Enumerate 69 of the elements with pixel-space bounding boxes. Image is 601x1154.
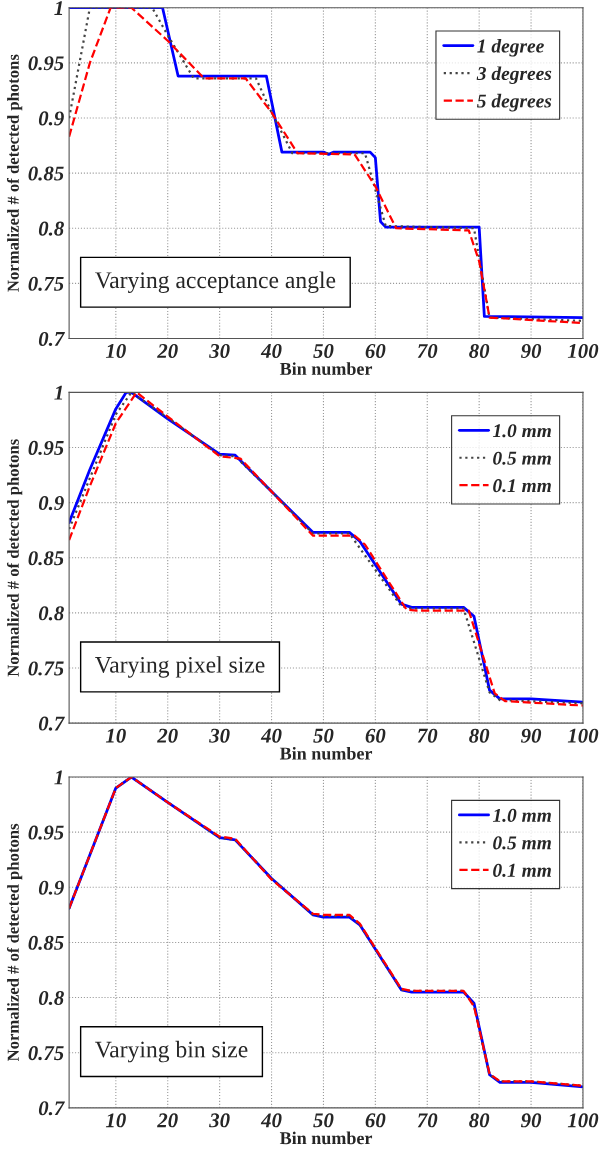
x-tick-label: 70 bbox=[417, 728, 438, 743]
y-tick-label: 0.75 bbox=[28, 661, 64, 676]
x-tick-label: 50 bbox=[313, 1113, 334, 1128]
x-tick-label: 70 bbox=[417, 343, 438, 359]
x-tick-label: 90 bbox=[520, 343, 542, 359]
y-tick-label: 0.8 bbox=[38, 606, 64, 621]
y-tick-label: 0.7 bbox=[38, 1101, 65, 1116]
legend-label: 1 degree bbox=[477, 38, 544, 57]
x-tick-label: 20 bbox=[157, 728, 178, 743]
y-tick-label: 0.7 bbox=[38, 331, 65, 347]
x-tick-label: 80 bbox=[469, 1113, 490, 1128]
x-tick-label: 20 bbox=[157, 343, 178, 359]
x-tick-label: 100 bbox=[567, 728, 599, 743]
x-tick-label: 10 bbox=[105, 1113, 126, 1128]
y-tick-label: 0.9 bbox=[38, 496, 64, 511]
x-tick-label: 30 bbox=[209, 1113, 230, 1128]
x-tick-label: 10 bbox=[105, 343, 126, 359]
y-tick-label: 1 bbox=[54, 1, 63, 15]
x-tick-label: 50 bbox=[313, 343, 334, 359]
x-tick-label: 50 bbox=[313, 728, 334, 743]
x-tick-label: 100 bbox=[567, 343, 599, 359]
x-tick-label: 30 bbox=[209, 728, 230, 743]
x-tick-label: 60 bbox=[365, 728, 386, 743]
y-tick-label: 0.75 bbox=[28, 1046, 64, 1061]
x-tick-label: 90 bbox=[520, 728, 542, 743]
x-axis-title: Bin number bbox=[279, 746, 373, 760]
x-axis-title: Bin number bbox=[279, 362, 373, 376]
legend-label: 0.5 mm bbox=[493, 451, 551, 465]
x-tick-label: 30 bbox=[209, 343, 230, 359]
x-tick-label: 40 bbox=[260, 343, 282, 359]
y-tick-label: 0.8 bbox=[38, 990, 64, 1006]
y-axis-title: Normalized # of detected photons bbox=[6, 823, 23, 1062]
y-tick-label: 0.95 bbox=[28, 440, 64, 456]
legend-label: 5 degrees bbox=[477, 93, 552, 112]
x-tick-label: 40 bbox=[260, 728, 282, 743]
annotation: Varying acceptance angle bbox=[95, 271, 336, 294]
y-tick-label: 1 bbox=[54, 385, 63, 400]
x-tick-label: 20 bbox=[157, 1113, 178, 1128]
y-tick-label: 0.85 bbox=[28, 551, 64, 566]
y-axis-title: Normalized # of detected photons bbox=[6, 54, 23, 292]
x-axis-title: Bin number bbox=[279, 1131, 373, 1145]
y-tick-label: 0.9 bbox=[38, 880, 64, 895]
x-tick-label: 100 bbox=[567, 1113, 599, 1128]
y-tick-label: 0.7 bbox=[38, 716, 65, 731]
y-tick-label: 0.85 bbox=[28, 166, 64, 181]
y-tick-label: 0.95 bbox=[28, 825, 64, 840]
x-tick-label: 70 bbox=[417, 1113, 438, 1128]
legend-label: 0.5 mm bbox=[493, 836, 551, 850]
x-tick-label: 60 bbox=[365, 1113, 386, 1128]
x-tick-label: 80 bbox=[469, 343, 490, 359]
x-tick-label: 80 bbox=[469, 728, 490, 743]
legend-label: 1.0 mm bbox=[492, 424, 551, 438]
legend-label: 3 degrees bbox=[476, 66, 552, 85]
annotation: Varying bin size bbox=[95, 1040, 248, 1063]
y-tick-label: 0.95 bbox=[28, 56, 64, 71]
y-tick-label: 1 bbox=[54, 770, 63, 785]
y-tick-label: 0.8 bbox=[38, 221, 64, 236]
x-tick-label: 40 bbox=[260, 1113, 282, 1128]
legend-label: 0.1 mm bbox=[493, 863, 551, 877]
x-tick-label: 10 bbox=[105, 728, 126, 743]
x-tick-label: 60 bbox=[365, 343, 386, 359]
y-tick-label: 0.9 bbox=[38, 111, 64, 126]
y-tick-label: 0.85 bbox=[28, 935, 64, 950]
y-axis-title: Normalized # of detected photons bbox=[6, 439, 23, 677]
legend-label: 1.0 mm bbox=[492, 808, 551, 823]
annotation: Varying pixel size bbox=[95, 656, 265, 678]
y-tick-label: 0.75 bbox=[28, 276, 64, 291]
legend-label: 0.1 mm bbox=[493, 479, 551, 493]
x-tick-label: 90 bbox=[520, 1113, 542, 1128]
